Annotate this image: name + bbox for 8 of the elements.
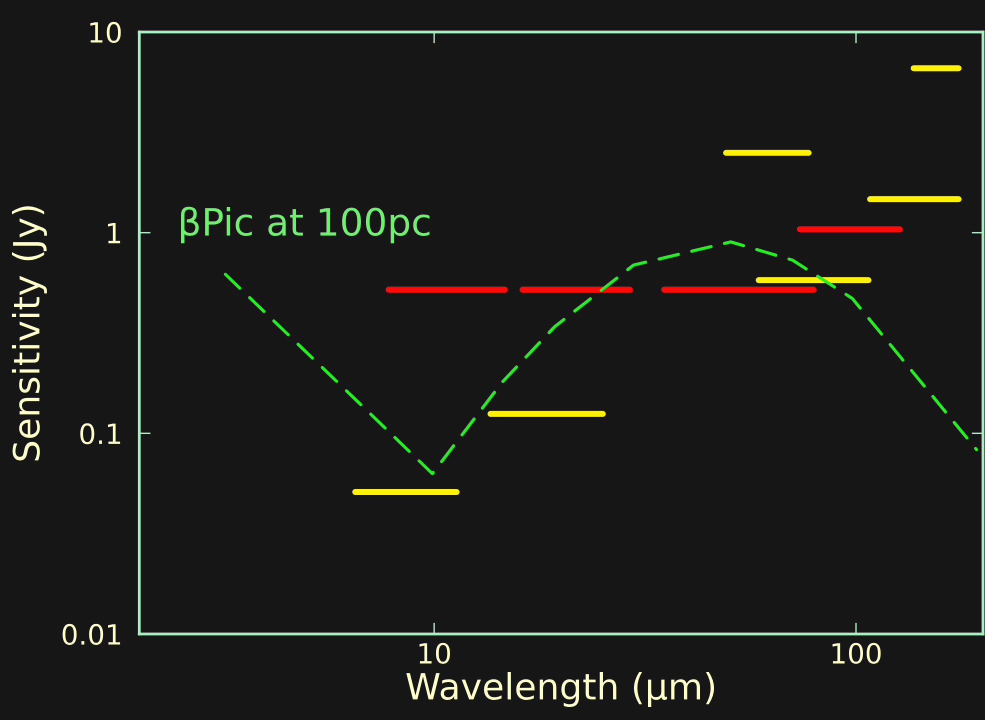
y-tick-label: 1 — [108, 222, 120, 244]
x-tick-label: 100 — [832, 642, 881, 664]
y-tick-label: 0.1 — [80, 423, 120, 444]
y-tick-label: 0.01 — [62, 624, 120, 645]
series-label: βPic at 100pc — [181, 206, 430, 244]
y-axis-title: Sensitivity (Jy) — [12, 206, 47, 460]
x-axis-title: Wavelength (μm) — [406, 672, 714, 707]
y-tick-label: 10 — [90, 22, 121, 43]
